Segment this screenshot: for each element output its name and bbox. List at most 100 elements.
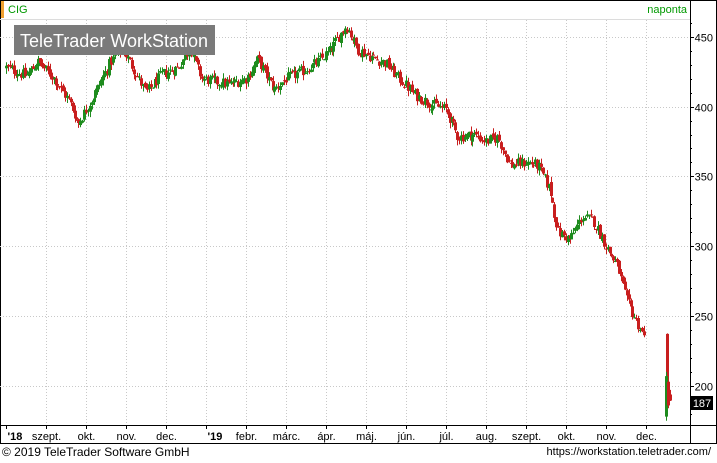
last-price-value: 187	[693, 398, 711, 410]
candle-body	[548, 183, 551, 189]
candle-body	[498, 134, 501, 141]
candle-body	[443, 104, 446, 108]
last-price-badge	[691, 396, 713, 410]
candle-body	[327, 51, 330, 53]
candle-body	[218, 84, 221, 87]
candle-body	[418, 95, 421, 100]
candle-body	[112, 56, 115, 63]
x-tick-label: júl.	[438, 431, 453, 443]
candle-body	[431, 105, 434, 111]
frequency-label: naponta	[647, 4, 688, 16]
candle-body	[588, 215, 591, 217]
candle-body	[496, 135, 499, 143]
candle-body	[618, 260, 621, 274]
candle-body	[60, 86, 63, 88]
candle-body	[332, 41, 335, 52]
candle-body	[378, 61, 381, 66]
candle-body	[251, 71, 254, 77]
candle-body	[593, 216, 596, 227]
x-tick-label: szept.	[512, 431, 541, 443]
candle-body	[253, 65, 256, 73]
candle-body	[313, 59, 316, 62]
candle-body	[599, 224, 602, 239]
candle-body	[79, 121, 82, 126]
candle-body	[207, 76, 210, 85]
candle-body	[266, 66, 269, 79]
candle-body	[45, 65, 48, 68]
candle-body	[34, 68, 37, 71]
candle-body	[346, 29, 349, 33]
candle-body	[293, 70, 296, 72]
candle-body	[538, 162, 541, 171]
candle-body	[466, 133, 469, 140]
candle-body	[83, 109, 86, 120]
candle-body	[553, 204, 556, 218]
candle-body	[439, 106, 442, 108]
candle-body	[639, 329, 642, 331]
candle-body	[612, 256, 615, 261]
candle-body	[254, 62, 257, 68]
candle-body	[155, 77, 158, 86]
candle-body	[203, 78, 206, 81]
candle-body	[483, 140, 486, 143]
candle-body	[586, 214, 589, 217]
candle-body	[39, 58, 42, 64]
candle-body	[24, 67, 27, 77]
candle-body	[525, 164, 528, 166]
candle-body	[91, 102, 94, 105]
candle-body	[388, 57, 391, 69]
candle-body	[30, 68, 33, 73]
candle-body	[407, 82, 410, 91]
candle-body	[275, 86, 278, 88]
candle-body	[460, 135, 463, 141]
candle-body	[456, 132, 459, 140]
candle-body	[550, 182, 553, 196]
candle-body	[614, 260, 617, 262]
candle-body	[521, 158, 524, 166]
candle-body	[220, 86, 223, 88]
candle-body	[167, 72, 170, 79]
candle-body	[428, 103, 431, 108]
symbol-label: CIG	[8, 4, 28, 16]
x-tick-label: '18	[8, 431, 23, 443]
candle-body	[43, 64, 46, 69]
candle-body	[468, 131, 471, 135]
candle-body	[601, 236, 604, 241]
candle-body	[262, 65, 265, 71]
candle-body	[508, 160, 511, 162]
source-url[interactable]: https://workstation.teletrader.com/	[546, 446, 711, 458]
candle-body	[401, 82, 404, 85]
candle-body	[20, 74, 23, 78]
candle-body	[447, 109, 450, 115]
candle-body	[163, 69, 166, 72]
candle-body	[283, 80, 286, 82]
y-tick-label: 200	[695, 382, 713, 394]
candle-body	[574, 227, 577, 231]
candle-body	[148, 84, 151, 89]
candle-body	[637, 318, 640, 330]
candle-body	[494, 137, 497, 143]
y-tick-label: 300	[695, 242, 713, 254]
candle-body	[134, 76, 137, 78]
candle-body	[473, 132, 476, 135]
candle-body	[534, 159, 537, 165]
candle-body	[353, 37, 356, 42]
candle-body	[529, 162, 532, 164]
candle-body	[426, 99, 429, 106]
candle-body	[169, 69, 172, 71]
x-tick-label: jún.	[397, 431, 416, 443]
candle-body	[424, 97, 427, 105]
candle-body	[542, 167, 545, 174]
candle-body	[87, 110, 90, 112]
candle-body	[171, 70, 174, 72]
candle-body	[597, 226, 600, 231]
candle-body	[75, 117, 78, 120]
copyright-text: © 2019 TeleTrader Software GmbH	[2, 445, 190, 459]
candle-body	[570, 233, 573, 240]
y-tick-label: 450	[695, 33, 713, 45]
candle-body	[544, 174, 547, 176]
candle-body	[114, 54, 117, 56]
candle-body	[102, 75, 105, 81]
candle-body	[294, 70, 297, 78]
